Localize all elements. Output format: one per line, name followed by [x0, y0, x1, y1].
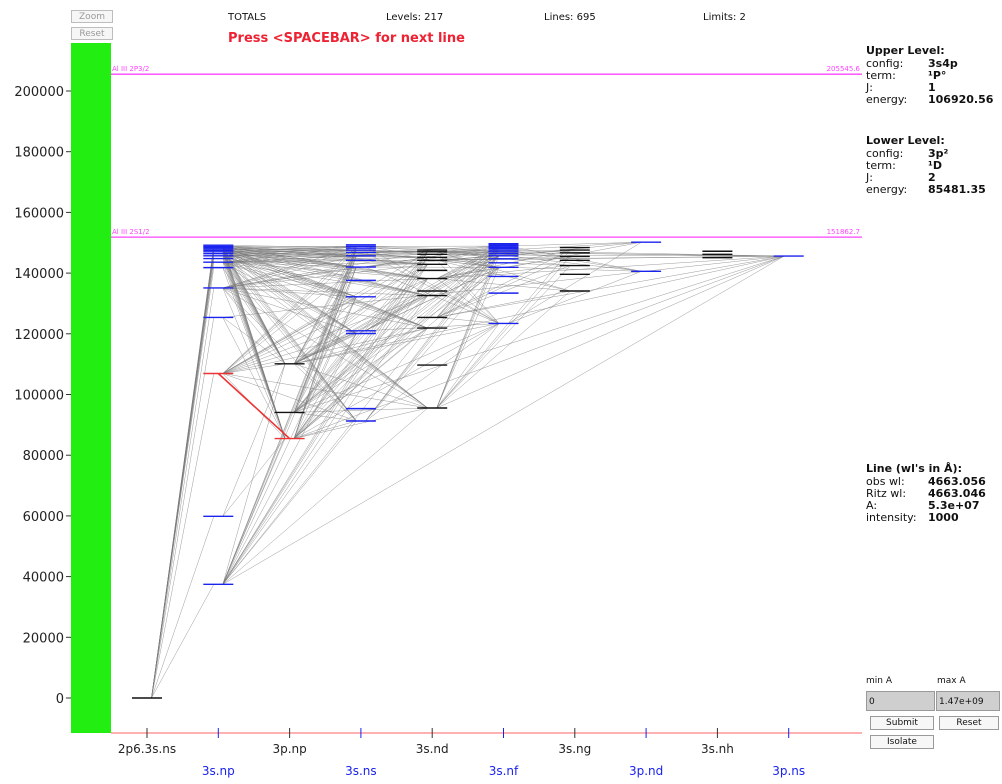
- lines-count: Lines: 695: [544, 12, 596, 23]
- x-column-label-offset: 3s.nf: [489, 764, 519, 778]
- transition-line: [223, 252, 428, 584]
- transition-line: [223, 333, 357, 584]
- transition-line: [437, 291, 571, 408]
- x-column-label: 3s.nh: [701, 742, 734, 756]
- reset-button[interactable]: Reset: [939, 716, 999, 730]
- transition-line: [294, 297, 356, 439]
- max-a-input[interactable]: 1.47e+09: [936, 691, 1000, 711]
- x-column-label-offset: 3s.ns: [345, 764, 377, 778]
- y-tick-label: 40000: [23, 571, 64, 586]
- x-column-label: 2p6.3s.ns: [118, 742, 176, 756]
- limit-label: Al III 2P3/2: [112, 65, 149, 73]
- limit-value-label: 205545.6: [827, 65, 861, 73]
- spacebar-prompt: Press <SPACEBAR> for next line: [228, 31, 465, 46]
- upper-level-title: Upper Level:: [866, 44, 993, 57]
- transition-line: [223, 256, 428, 328]
- transition-line: [152, 516, 214, 698]
- transition-line: [294, 256, 784, 438]
- y-tick-label: 160000: [14, 206, 64, 221]
- upper-level-panel: Upper Level: config:3s4p term:¹P° J:1 en…: [866, 44, 993, 106]
- line-info-panel: Line (wl's in Å): obs wl:4663.056 Ritz w…: [866, 462, 986, 524]
- y-tick-label: 20000: [23, 631, 64, 646]
- limits-count: Limits: 2: [703, 12, 746, 23]
- upper-term-label: term:: [866, 70, 928, 82]
- x-column-label: 3s.ng: [558, 742, 591, 756]
- lower-level-title: Lower Level:: [866, 134, 986, 147]
- transition-line: [223, 246, 357, 584]
- transition-line: [223, 421, 357, 584]
- upper-energy-value: 106920.56: [928, 94, 993, 106]
- transition-line: [294, 333, 356, 412]
- transition-line: [152, 373, 214, 698]
- y-tick-label: 80000: [23, 449, 64, 464]
- submit-button[interactable]: Submit: [870, 716, 934, 730]
- x-column-label-offset: 3s.np: [202, 764, 235, 778]
- x-column-label: 3s.nd: [416, 742, 449, 756]
- x-column-label: 3p.np: [272, 742, 306, 756]
- max-a-label: max A: [937, 676, 966, 686]
- line-info-title: Line (wl's in Å):: [866, 462, 986, 475]
- totals-label: TOTALS: [228, 12, 266, 23]
- transition-line: [223, 408, 428, 584]
- y-tick-label: 100000: [14, 389, 64, 404]
- y-tick-label: 140000: [14, 267, 64, 282]
- transition-line: [152, 245, 214, 698]
- green-bar: [71, 43, 111, 733]
- x-column-label-offset: 3p.nd: [629, 764, 663, 778]
- limit-label: Al III 2S1/2: [112, 228, 150, 236]
- y-tick-label: 120000: [14, 328, 64, 343]
- isolate-button[interactable]: Isolate: [870, 735, 934, 749]
- y-tick-label: 0: [56, 692, 64, 707]
- selected-transition-line: [218, 373, 289, 438]
- transition-line: [223, 364, 285, 584]
- y-tick-label: 60000: [23, 510, 64, 525]
- transition-line: [294, 256, 784, 364]
- lower-energy-value: 85481.35: [928, 184, 986, 196]
- transition-line: [223, 373, 428, 408]
- limit-value-label: 151862.7: [827, 228, 860, 236]
- intensity-value: 1000: [928, 512, 959, 524]
- transition-line: [437, 256, 571, 408]
- min-a-label: min A: [866, 676, 892, 686]
- min-a-input[interactable]: 0: [866, 691, 935, 711]
- y-tick-label: 200000: [14, 85, 64, 100]
- x-column-label-offset: 3p.ns: [772, 764, 805, 778]
- intensity-label: intensity:: [866, 512, 928, 524]
- lower-level-panel: Lower Level: config:3p² term:¹D J:2 ener…: [866, 134, 986, 196]
- upper-energy-label: energy:: [866, 94, 928, 106]
- reset-view-button[interactable]: Reset: [71, 27, 113, 40]
- zoom-button[interactable]: Zoom: [71, 10, 113, 23]
- transition-line: [152, 288, 214, 698]
- levels-count: Levels: 217: [386, 12, 443, 23]
- transition-line: [294, 256, 784, 412]
- transition-line: [223, 317, 285, 438]
- y-tick-label: 180000: [14, 146, 64, 161]
- lower-energy-label: energy:: [866, 184, 928, 196]
- lower-term-label: term:: [866, 160, 928, 172]
